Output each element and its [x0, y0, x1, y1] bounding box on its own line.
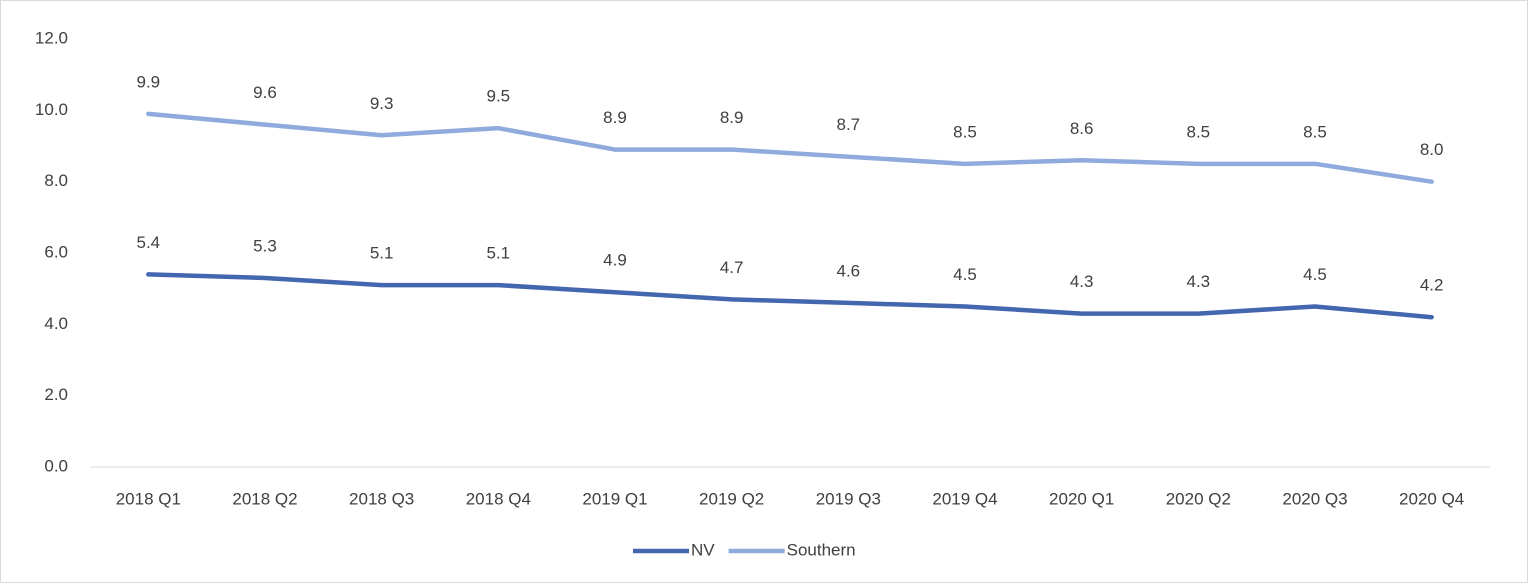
data-label: 8.6 — [1070, 119, 1094, 138]
y-tick-label: 0.0 — [44, 456, 68, 475]
data-label: 9.6 — [253, 83, 277, 102]
data-label: 4.5 — [953, 265, 977, 284]
data-label: 4.7 — [720, 258, 744, 277]
data-label: 8.5 — [953, 122, 977, 141]
y-tick-label: 12.0 — [35, 28, 68, 47]
data-label: 4.3 — [1070, 272, 1094, 291]
y-tick-label: 10.0 — [35, 100, 68, 119]
x-tick-label: 2019 Q1 — [582, 489, 647, 508]
x-tick-label: 2018 Q2 — [232, 489, 297, 508]
data-label: 8.5 — [1303, 122, 1327, 141]
x-tick-label: 2019 Q4 — [932, 489, 997, 508]
x-tick-label: 2020 Q1 — [1049, 489, 1114, 508]
series-line — [146, 272, 1434, 320]
data-label: 4.3 — [1187, 272, 1211, 291]
x-tick-label: 2018 Q1 — [116, 489, 181, 508]
legend-label: Southern — [787, 540, 856, 559]
data-label: 9.9 — [137, 72, 161, 91]
data-label: 4.5 — [1303, 265, 1327, 284]
x-tick-label: 2020 Q2 — [1166, 489, 1231, 508]
x-tick-label: 2020 Q4 — [1399, 489, 1464, 508]
data-label: 8.5 — [1187, 122, 1211, 141]
data-label: 5.3 — [253, 236, 277, 255]
x-tick-label: 2019 Q2 — [699, 489, 764, 508]
series-line — [146, 111, 1434, 184]
data-label: 4.9 — [603, 251, 627, 270]
data-label: 5.1 — [487, 244, 511, 263]
data-label: 8.0 — [1420, 140, 1444, 159]
data-label: 8.9 — [603, 108, 627, 127]
data-label: 4.2 — [1420, 276, 1444, 295]
x-tick-label: 2018 Q3 — [349, 489, 414, 508]
x-tick-label: 2019 Q3 — [816, 489, 881, 508]
y-tick-label: 2.0 — [44, 385, 68, 404]
x-tick-label: 2020 Q3 — [1282, 489, 1347, 508]
y-tick-label: 6.0 — [44, 242, 68, 261]
legend-label: NV — [691, 540, 715, 559]
data-label: 5.1 — [370, 244, 394, 263]
data-label: 8.7 — [837, 115, 861, 134]
data-label: 4.6 — [837, 261, 861, 280]
data-label: 9.5 — [487, 87, 511, 106]
data-label: 8.9 — [720, 108, 744, 127]
x-tick-label: 2018 Q4 — [466, 489, 531, 508]
data-label: 5.4 — [137, 233, 161, 252]
data-label: 9.3 — [370, 94, 394, 113]
y-tick-label: 8.0 — [44, 171, 68, 190]
y-tick-label: 4.0 — [44, 314, 68, 333]
